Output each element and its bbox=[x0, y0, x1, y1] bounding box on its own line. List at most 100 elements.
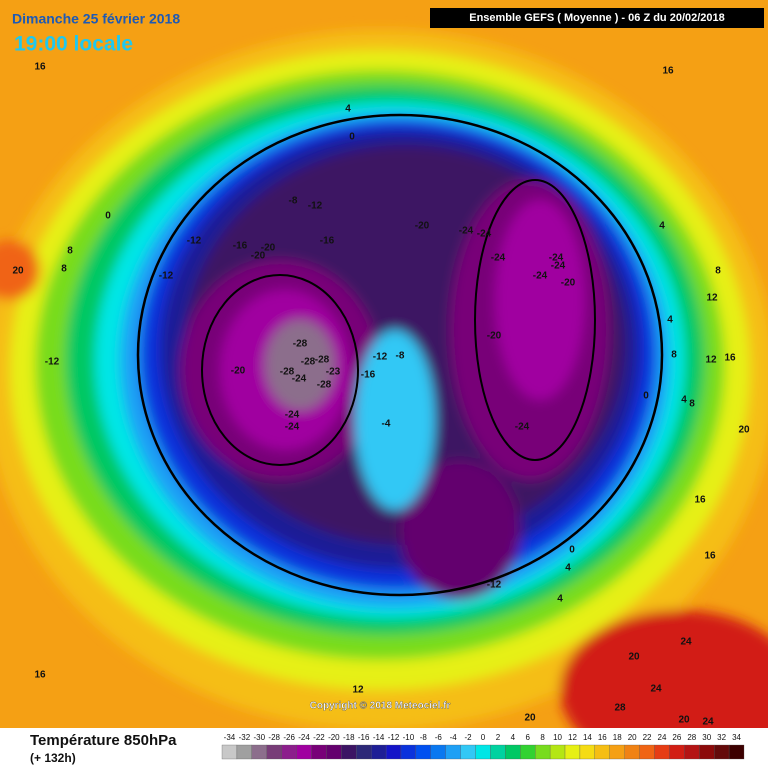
legend-swatch bbox=[728, 744, 745, 760]
cold-core bbox=[265, 320, 335, 410]
temperature-label: 12 bbox=[705, 355, 717, 366]
legend-label: 20 bbox=[628, 733, 637, 742]
legend-swatch bbox=[236, 744, 252, 760]
temperature-label: 8 bbox=[715, 266, 721, 277]
temperature-label: 20 bbox=[628, 652, 640, 663]
legend-label: -18 bbox=[343, 733, 355, 742]
legend-label: -26 bbox=[283, 733, 295, 742]
legend-swatch bbox=[535, 744, 551, 760]
color-legend: -34 -32 -30 -28 -26 -24 -22 -20 -18 -16 -14 -12 -10-… bbox=[221, 733, 745, 760]
legend-swatch bbox=[415, 744, 431, 760]
temperature-label: -12 bbox=[487, 580, 502, 591]
temperature-label: -24 bbox=[292, 374, 307, 385]
temperature-label: 8 bbox=[689, 399, 695, 410]
legend-label: -22 bbox=[313, 733, 325, 742]
temperature-label: -24 bbox=[459, 226, 474, 237]
temperature-label: -28 bbox=[280, 367, 295, 378]
temperature-label: 16 bbox=[662, 66, 674, 77]
warm-tongue bbox=[355, 330, 435, 510]
temperature-label: 4 bbox=[667, 315, 673, 326]
legend-swatch bbox=[624, 744, 640, 760]
legend-swatch bbox=[460, 744, 476, 760]
legend-label: -34 bbox=[224, 733, 236, 742]
legend-label: -16 bbox=[358, 733, 370, 742]
temperature-label: 24 bbox=[702, 717, 714, 728]
temperature-label: -12 bbox=[308, 201, 323, 212]
copyright: Copyright © 2018 Meteociel.fr bbox=[310, 701, 451, 712]
legend-label: 18 bbox=[613, 733, 622, 742]
legend-label: -8 bbox=[420, 733, 428, 742]
temperature-label: -28 bbox=[301, 357, 316, 368]
temperature-label: 16 bbox=[34, 62, 46, 73]
temperature-label: 8 bbox=[61, 264, 67, 275]
legend-swatch bbox=[639, 744, 655, 760]
legend-swatch bbox=[296, 744, 312, 760]
legend-swatch bbox=[311, 744, 327, 760]
legend-label: -28 bbox=[268, 733, 280, 742]
temperature-label: -16 bbox=[320, 236, 335, 247]
legend-swatch bbox=[356, 744, 372, 760]
legend-label: 16 bbox=[598, 733, 607, 742]
temperature-label: 4 bbox=[565, 563, 571, 574]
temperature-label: -28 bbox=[293, 339, 308, 350]
temperature-label: 16 bbox=[694, 495, 706, 506]
legend-label: 30 bbox=[702, 733, 711, 742]
legend-swatch bbox=[699, 744, 715, 760]
legend-label: 12 bbox=[568, 733, 577, 742]
legend-label: 22 bbox=[643, 733, 652, 742]
temperature-label: 12 bbox=[352, 685, 364, 696]
temperature-label: 16 bbox=[34, 670, 46, 681]
temperature-label: -16 bbox=[361, 370, 376, 381]
legend-swatch bbox=[564, 744, 581, 760]
temperature-label: -24 bbox=[491, 253, 506, 264]
temperature-label: 8 bbox=[671, 350, 677, 361]
legend-swatch bbox=[654, 744, 670, 760]
temperature-label: 0 bbox=[643, 391, 649, 402]
lead-time: (+ 132h) bbox=[30, 751, 76, 765]
legend-label: -4 bbox=[450, 733, 458, 742]
legend-swatch bbox=[505, 744, 521, 760]
legend-label: -2 bbox=[465, 733, 473, 742]
legend-swatch bbox=[490, 744, 506, 760]
temperature-label: -24 bbox=[551, 261, 566, 272]
temperature-label: -20 bbox=[561, 278, 576, 289]
temperature-label: 20 bbox=[678, 715, 690, 726]
legend-label: 6 bbox=[526, 733, 531, 742]
legend-swatch bbox=[609, 744, 625, 760]
temperature-label: -24 bbox=[477, 229, 492, 240]
cold-core bbox=[495, 200, 585, 400]
temperature-label: 8 bbox=[67, 246, 73, 257]
legend-swatch bbox=[326, 744, 342, 760]
legend-label: 24 bbox=[658, 733, 667, 742]
legend-swatch bbox=[341, 744, 357, 760]
temperature-label: -12 bbox=[159, 271, 174, 282]
temperature-label: 4 bbox=[345, 104, 351, 115]
temperature-label: -12 bbox=[187, 236, 202, 247]
temperature-label: -8 bbox=[289, 196, 298, 207]
temperature-label: -20 bbox=[231, 366, 246, 377]
temperature-label: -4 bbox=[382, 419, 391, 430]
legend-swatch bbox=[385, 744, 402, 760]
legend-swatch bbox=[714, 744, 730, 760]
legend-swatch bbox=[520, 744, 536, 760]
temperature-label: -8 bbox=[396, 351, 405, 362]
legend-label: 32 bbox=[717, 733, 726, 742]
isotherm-minus-20 bbox=[474, 179, 596, 461]
temperature-label: -12 bbox=[45, 357, 60, 368]
legend-swatch bbox=[669, 744, 685, 760]
temperature-label: -16 bbox=[233, 241, 248, 252]
legend-label: -24 bbox=[298, 733, 310, 742]
temperature-label: -12 bbox=[373, 352, 388, 363]
temperature-label: -28 bbox=[315, 355, 330, 366]
parameter-title: Température 850hPa bbox=[30, 732, 177, 749]
temperature-label: -20 bbox=[251, 251, 266, 262]
temperature-label: -24 bbox=[549, 253, 564, 264]
legend-label: 4 bbox=[511, 733, 516, 742]
model-run: Ensemble GEFS ( Moyenne ) - 06 Z du 20/0… bbox=[469, 12, 725, 24]
temperature-label: -24 bbox=[533, 271, 548, 282]
temperature-label: 20 bbox=[524, 713, 536, 724]
isotherm-0 bbox=[136, 113, 664, 597]
temperature-label: 4 bbox=[557, 594, 563, 605]
